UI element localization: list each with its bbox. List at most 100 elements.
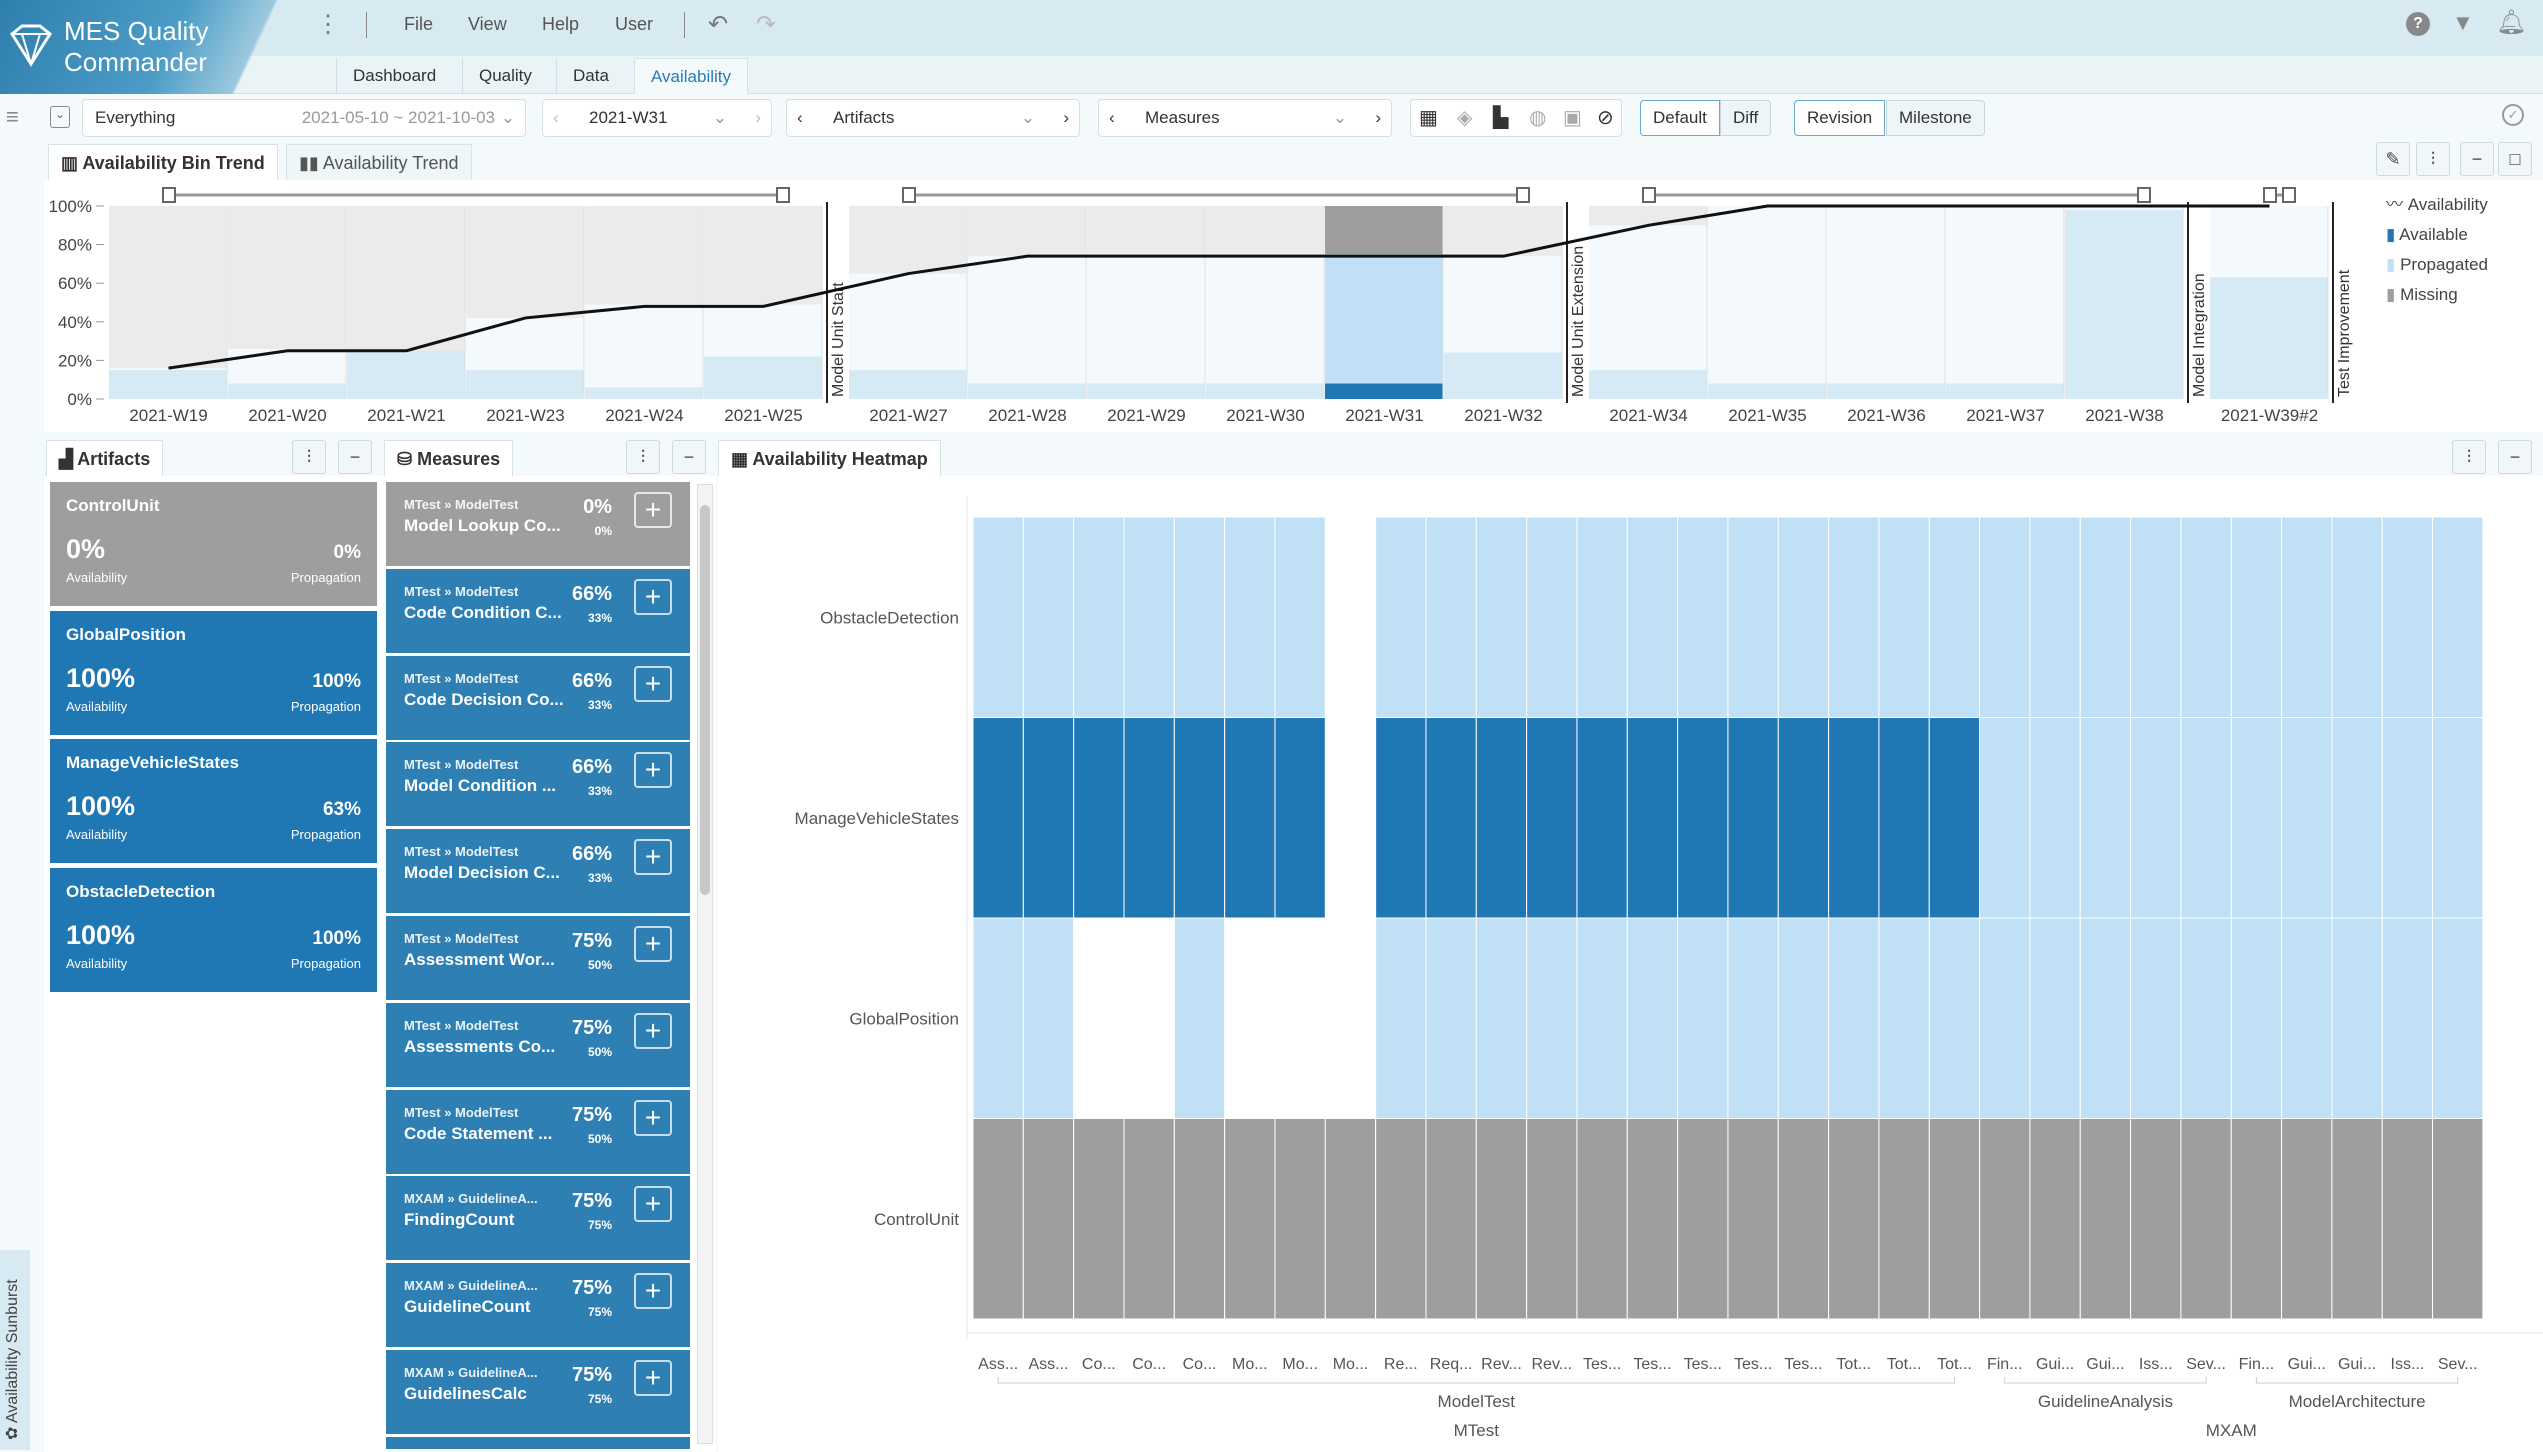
heatmap-cell[interactable] — [2331, 717, 2383, 919]
heatmap-cell[interactable] — [1979, 1118, 2031, 1320]
heatmap-cell[interactable] — [1576, 717, 1628, 919]
heatmap-cell[interactable] — [2180, 516, 2232, 718]
revision-button[interactable]: Revision — [1794, 100, 1886, 136]
default-button[interactable]: Default — [1640, 100, 1720, 136]
artifact-card[interactable]: ControlUnit 0% Availability 0% Propagation — [50, 482, 377, 606]
heatmap-cell[interactable] — [2180, 1118, 2232, 1320]
heatmap-cell[interactable] — [2432, 516, 2484, 718]
heatmap-cell[interactable] — [1173, 516, 1226, 718]
heatmap-cell[interactable] — [2180, 917, 2232, 1119]
artifacts-select[interactable]: ‹ Artifacts ⌄ › — [786, 99, 1080, 137]
add-measure-icon[interactable]: + — [634, 926, 672, 962]
tab-dashboard[interactable]: Dashboard — [336, 58, 452, 94]
heatmap-cell[interactable] — [2381, 917, 2434, 1119]
heatmap-cell[interactable] — [1375, 516, 1427, 718]
heatmap-cell[interactable] — [1324, 1118, 1377, 1320]
heatmap-cell[interactable] — [2130, 917, 2182, 1119]
heatmap-cell[interactable] — [1576, 516, 1628, 718]
heatmap-cell[interactable] — [1425, 717, 1477, 919]
diff-button[interactable]: Diff — [1720, 100, 1772, 136]
heatmap-cell[interactable] — [1022, 717, 1075, 919]
block-icon[interactable]: ⊘ — [1597, 107, 1614, 129]
heatmap-cell[interactable] — [1425, 917, 1477, 1119]
heatmap-cell[interactable] — [1224, 516, 1276, 718]
heatmap-cell[interactable] — [2130, 1118, 2182, 1320]
prev-bin-icon[interactable]: ‹ — [553, 108, 559, 127]
heatmap-cell[interactable] — [2331, 1118, 2383, 1320]
highlight-icon[interactable]: ✎ — [2376, 142, 2410, 176]
heatmap-cell[interactable] — [2331, 516, 2383, 718]
heatmap-cell[interactable] — [1777, 516, 1830, 718]
heatmap-cell[interactable] — [1526, 717, 1578, 919]
legend-missing[interactable]: ▮ Missing — [2386, 285, 2458, 304]
heatmap-cell[interactable] — [1677, 516, 1729, 718]
heatmap-cell[interactable] — [1979, 516, 2031, 718]
tag-icon[interactable]: ◈ — [1457, 107, 1473, 129]
heatmap-cell[interactable] — [1677, 717, 1729, 919]
heatmap-cell[interactable] — [1777, 1118, 1830, 1320]
heatmap-cell[interactable] — [1173, 917, 1226, 1119]
heatmap-minimize-icon[interactable]: − — [2498, 440, 2532, 474]
artifact-card[interactable]: ObstacleDetection 100% Availability 100% Pro… — [50, 867, 377, 992]
tab-availability-trend[interactable]: ▮▮ Availability Trend — [286, 144, 472, 180]
heatmap-cell[interactable] — [1073, 918, 1124, 1119]
next-artifact-icon[interactable]: › — [1063, 108, 1069, 127]
heatmap-cell[interactable] — [2180, 717, 2232, 919]
add-measure-icon[interactable]: + — [634, 578, 672, 615]
measures-settings-icon[interactable]: ⫶ — [626, 440, 660, 474]
heatmap-cell[interactable] — [1878, 717, 1930, 919]
heatmap-cell[interactable] — [1022, 1118, 1075, 1320]
heatmap-settings-icon[interactable]: ⫶ — [2452, 440, 2486, 474]
tab-availability-heatmap[interactable]: ▦ Availability Heatmap — [718, 440, 941, 476]
heatmap-cell[interactable] — [1073, 1118, 1125, 1320]
legend-available[interactable]: ▮ Available — [2386, 225, 2468, 244]
chart-filter-icon[interactable]: ▦ — [1419, 107, 1438, 129]
measure-card[interactable]: MXAM » GuidelineA... FindingCount 75% 75% + — [386, 1176, 690, 1261]
heatmap-cell[interactable] — [2381, 516, 2434, 718]
redo-icon[interactable]: ↷ — [756, 11, 777, 38]
heatmap-cell[interactable] — [1224, 717, 1276, 919]
heatmap-cell[interactable] — [2281, 717, 2333, 919]
sunburst-sidebar-tab[interactable]: ✿ Availability Sunburst — [0, 1250, 30, 1450]
measures-select[interactable]: ‹ Measures ⌄ › — [1098, 99, 1392, 137]
heatmap-cell[interactable] — [1173, 1118, 1226, 1320]
more-menu-icon[interactable]: ⋮ — [316, 11, 340, 38]
bin-select[interactable]: ‹ 2021-W31 ⌄ › — [542, 99, 772, 137]
heatmap-cell[interactable] — [2281, 917, 2333, 1119]
heatmap-cell[interactable] — [1626, 917, 1679, 1119]
heatmap-cell[interactable] — [1526, 516, 1578, 718]
heatmap-cell[interactable] — [2432, 917, 2484, 1119]
heatmap-cell[interactable] — [2079, 516, 2132, 718]
undo-icon[interactable]: ↶ — [708, 11, 729, 38]
heatmap-cell[interactable] — [1123, 717, 1175, 919]
add-measure-icon[interactable]: + — [634, 1186, 672, 1223]
prev-measure-icon[interactable]: ‹ — [1109, 108, 1115, 127]
measure-card[interactable]: MTest » ModelTest Model Decision C... 66% 3… — [386, 829, 690, 914]
heatmap-cell[interactable] — [1828, 717, 1880, 919]
heatmap-cell[interactable] — [2130, 717, 2182, 919]
heatmap-cell[interactable] — [1526, 1118, 1578, 1320]
heatmap-cell[interactable] — [1425, 1118, 1477, 1320]
bell-icon[interactable]: 🔔︎ — [2496, 9, 2527, 36]
heatmap-cell[interactable] — [1928, 1118, 1981, 1320]
artifact-card[interactable]: ManageVehicleStates 100% Availability 63% Pr… — [50, 739, 377, 863]
measures-minimize-icon[interactable]: − — [672, 440, 706, 474]
menu-help[interactable]: Help — [542, 14, 580, 34]
heatmap-cell[interactable] — [1526, 917, 1578, 1119]
tab-measures[interactable]: ⛁ Measures — [384, 440, 514, 476]
scrollbar-thumb[interactable] — [700, 505, 710, 895]
measure-card[interactable]: MXAM » GuidelineA... GuidelinesCalc 75% 75%… — [386, 1350, 690, 1434]
add-measure-icon[interactable]: + — [634, 1012, 672, 1049]
heatmap-cell[interactable] — [1475, 1118, 1528, 1320]
add-measure-icon[interactable]: + — [634, 839, 672, 876]
heatmap-cell[interactable] — [1475, 516, 1528, 718]
heatmap-cell[interactable] — [1727, 516, 1779, 718]
heatmap-cell[interactable] — [2331, 917, 2383, 1119]
heatmap-cell[interactable] — [2029, 917, 2081, 1119]
heatmap-cell[interactable] — [1626, 1118, 1679, 1320]
tab-quality[interactable]: Quality — [462, 58, 548, 94]
heatmap-cell[interactable] — [1123, 1118, 1175, 1320]
maximize-icon[interactable]: □ — [2498, 142, 2532, 176]
heatmap-cell[interactable] — [1777, 717, 1830, 919]
heatmap-cell[interactable] — [2381, 1118, 2434, 1320]
